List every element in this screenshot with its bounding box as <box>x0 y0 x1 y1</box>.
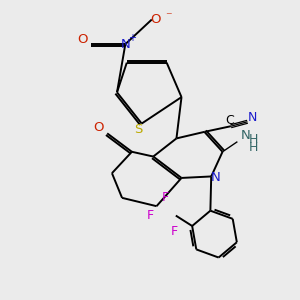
Text: C: C <box>225 114 234 128</box>
Text: O: O <box>77 33 88 46</box>
Text: N: N <box>121 38 130 51</box>
Text: +: + <box>128 33 136 43</box>
Text: ⁻: ⁻ <box>165 10 171 23</box>
Text: N: N <box>247 111 256 124</box>
Text: O: O <box>150 13 160 26</box>
Text: H: H <box>249 141 258 154</box>
Text: F: F <box>171 225 178 239</box>
Text: N: N <box>211 170 220 184</box>
Text: F: F <box>146 209 154 222</box>
Text: H: H <box>249 133 258 146</box>
Text: N: N <box>241 129 250 142</box>
Text: F: F <box>162 191 169 204</box>
Text: O: O <box>94 121 104 134</box>
Text: S: S <box>134 123 143 136</box>
